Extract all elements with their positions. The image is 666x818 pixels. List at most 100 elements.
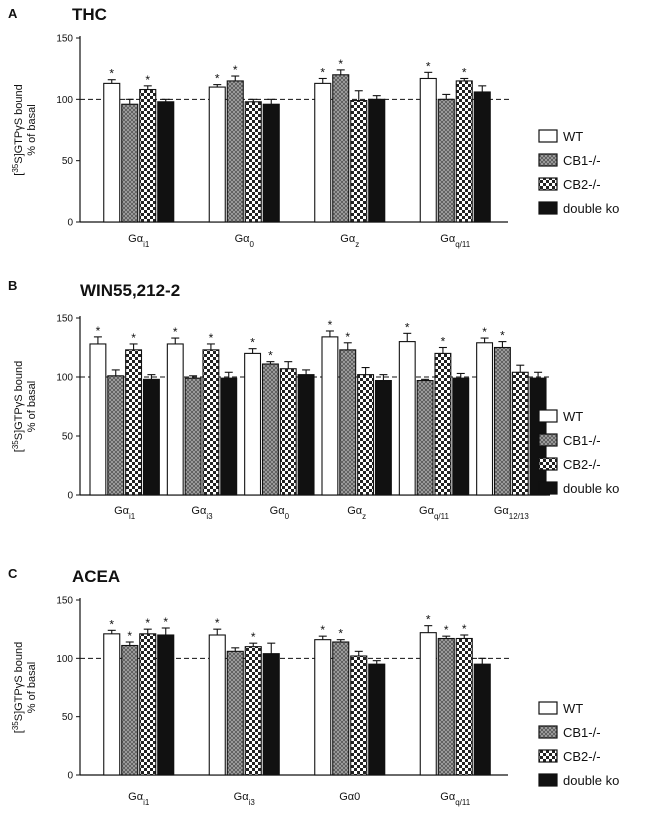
significance-star: * — [462, 65, 467, 79]
legend-label: CB2-/- — [563, 177, 601, 192]
legend-label: CB1-/- — [563, 153, 601, 168]
y-tick-label: 50 — [62, 712, 74, 723]
significance-star: * — [320, 65, 325, 79]
bar-double-ko — [368, 98, 386, 223]
legend-swatch — [538, 481, 558, 495]
bar-wt — [208, 634, 226, 776]
panel-letter: B — [8, 278, 17, 293]
panel-a: A THC [35S]GTPγS bound% of basal 0 50 100 150 *… — [8, 5, 619, 249]
category-label: Gα0 — [235, 233, 255, 249]
legend-swatch — [538, 749, 558, 763]
bar-wt — [166, 343, 184, 496]
category-label: Gαi1 — [128, 233, 150, 249]
bar-cb2- — [244, 646, 262, 776]
bar-double-ko — [262, 103, 280, 223]
legend-swatch — [538, 153, 558, 167]
bar-cb2- — [244, 101, 262, 223]
bar-cb2- — [279, 368, 297, 496]
legend-label: double ko — [563, 201, 619, 216]
bar-wt — [419, 632, 437, 776]
significance-star: * — [441, 335, 446, 349]
bar-double-ko — [368, 663, 386, 776]
bar-cb2- — [357, 374, 375, 496]
significance-star: * — [426, 613, 431, 627]
category-label: Gαq/11 — [440, 233, 470, 249]
legend-label: WT — [563, 129, 583, 144]
y-tick-label: 100 — [56, 373, 73, 384]
y-tick-label: 50 — [62, 432, 74, 443]
significance-star: * — [320, 623, 325, 637]
significance-star: * — [482, 325, 487, 339]
legend-label: CB1-/- — [563, 433, 601, 448]
legend-swatch — [538, 725, 558, 739]
panel-b: B WIN55,212-2 [35S]GTPγS bound% of basal 0 5… — [8, 278, 619, 521]
bar-double-ko — [157, 634, 175, 776]
bar-cb1- — [493, 346, 511, 496]
legend-label: WT — [563, 409, 583, 424]
y-tick-label: 150 — [56, 596, 73, 607]
significance-star: * — [251, 630, 256, 644]
bar-wt — [314, 82, 332, 223]
bar-double-ko — [473, 91, 491, 223]
legend-swatch — [538, 433, 558, 447]
significance-star: * — [426, 59, 431, 73]
significance-star: * — [328, 318, 333, 332]
significance-star: * — [131, 331, 136, 345]
significance-star: * — [345, 330, 350, 344]
bar-cb1- — [437, 637, 455, 776]
y-tick-label: 50 — [62, 156, 74, 167]
panel-letter: C — [8, 566, 18, 581]
bar-wt — [89, 343, 107, 496]
significance-star: * — [268, 349, 273, 363]
bar-double-ko — [297, 374, 315, 496]
bar-cb2- — [139, 88, 157, 223]
bar-cb1- — [332, 74, 350, 223]
bar-double-ko — [452, 377, 470, 496]
legend-swatch — [538, 457, 558, 471]
category-label: Gαz — [340, 233, 359, 249]
bar-cb2- — [350, 100, 368, 223]
significance-star: * — [209, 331, 214, 345]
significance-star: * — [173, 325, 178, 339]
bar-cb1- — [332, 641, 350, 776]
bar-double-ko — [142, 378, 160, 496]
bar-cb1- — [437, 98, 455, 223]
category-label: Gαi3 — [234, 791, 256, 807]
bar-wt — [103, 633, 121, 776]
legend-label: CB2-/- — [563, 749, 601, 764]
legend-swatch — [538, 129, 558, 143]
significance-star: * — [163, 615, 168, 629]
bar-wt — [244, 352, 262, 496]
legend-label: CB2-/- — [563, 457, 601, 472]
y-tick-label: 100 — [56, 95, 73, 106]
significance-star: * — [462, 622, 467, 636]
bar-cb2- — [511, 371, 529, 496]
legend: WT CB1-/- CB2-/- double ko — [538, 701, 619, 788]
bar-double-ko — [220, 377, 238, 496]
y-tick-label: 0 — [67, 771, 73, 782]
legend: WT CB1-/- CB2-/- double ko — [538, 129, 619, 216]
bar-cb2- — [125, 349, 143, 496]
panel-title: ACEA — [72, 567, 120, 586]
significance-star: * — [444, 623, 449, 637]
panel-c: C ACEA [35S]GTPγS bound% of basal 0 50 100 150… — [8, 566, 619, 807]
significance-star: * — [405, 320, 410, 334]
significance-star: * — [145, 616, 150, 630]
legend-label: double ko — [563, 481, 619, 496]
bar-double-ko — [473, 663, 491, 776]
bar-cb1- — [339, 349, 357, 496]
bar-double-ko — [374, 379, 392, 496]
category-label: Gα12/13 — [494, 505, 529, 521]
legend-swatch — [538, 701, 558, 715]
legend-swatch — [538, 201, 558, 215]
legend-label: CB1-/- — [563, 725, 601, 740]
significance-star: * — [215, 72, 220, 86]
bar-double-ko — [157, 101, 175, 223]
y-tick-label: 150 — [56, 314, 73, 325]
significance-star: * — [96, 324, 101, 338]
y-axis-label: [35S]GTPγS bound% of basal — [11, 84, 39, 175]
bar-wt — [314, 639, 332, 776]
category-label: Gαq/11 — [440, 791, 470, 807]
panel-title: THC — [72, 5, 107, 24]
